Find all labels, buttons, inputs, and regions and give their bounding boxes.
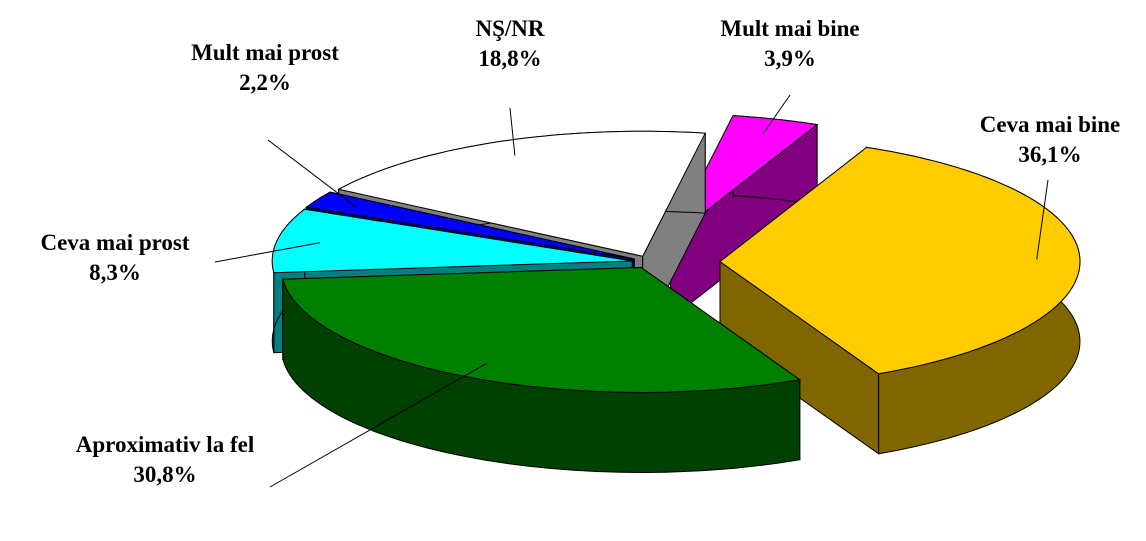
slice [719, 146, 1081, 455]
value-label: 30,8% [133, 462, 197, 487]
value-label: 3,9% [764, 46, 816, 71]
category-label: NŞ/NR [475, 16, 545, 41]
category-label: Ceva mai bine [979, 112, 1121, 137]
slice-top [670, 115, 819, 240]
leader-line [267, 139, 356, 208]
slice-label: Ceva mai bine 36,1% [940, 110, 1146, 170]
value-label: 18,8% [478, 46, 542, 71]
category-label: Ceva mai prost [40, 230, 190, 255]
slice-label: Mult mai bine 3,9% [690, 14, 890, 74]
slice-label: NŞ/NR 18,8% [410, 14, 610, 74]
slice-top [304, 191, 635, 260]
leader-line [269, 362, 487, 488]
category-label: Mult mai bine [720, 16, 860, 41]
slice-top [271, 208, 633, 274]
slice [282, 266, 802, 474]
slice-top [719, 146, 1081, 375]
slice-top [337, 130, 706, 257]
leader-line [509, 107, 516, 156]
category-label: Aproximativ la fel [75, 432, 255, 457]
leader-line [762, 94, 791, 134]
slice-label: Aproximativ la fel 30,8% [60, 430, 270, 490]
value-label: 36,1% [1018, 142, 1082, 167]
slice-top [282, 266, 802, 394]
leader-line [1036, 179, 1049, 260]
slice-label: Mult mai prost 2,2% [155, 38, 375, 98]
value-label: 2,2% [239, 70, 291, 95]
slice-label: Ceva mai prost 8,3% [5, 228, 225, 288]
value-label: 8,3% [89, 260, 141, 285]
leader-line [214, 242, 320, 263]
category-label: Mult mai prost [191, 40, 339, 65]
slice [670, 115, 819, 320]
